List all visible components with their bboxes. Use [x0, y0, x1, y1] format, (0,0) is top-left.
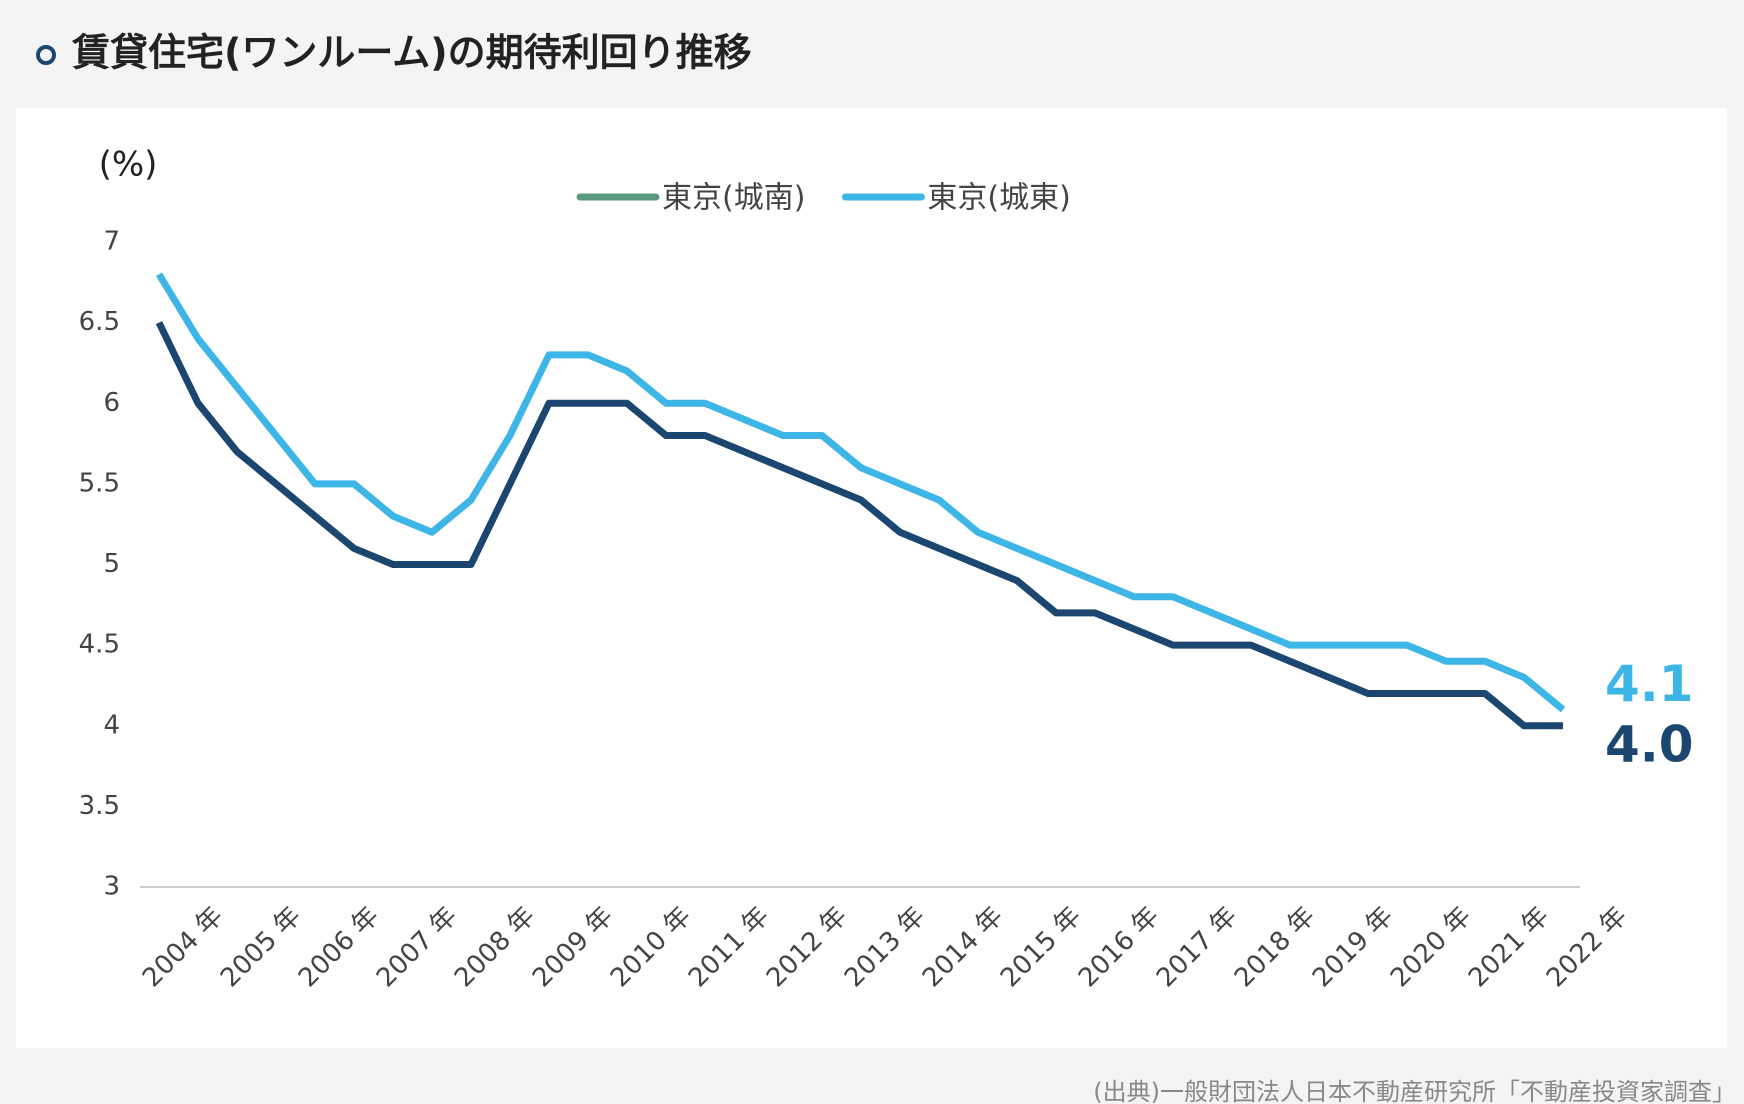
y-tick-label: 3.5	[79, 791, 120, 821]
title-bullet	[36, 45, 56, 65]
y-tick-label: 5	[103, 549, 120, 579]
end-label: 4.1	[1605, 655, 1694, 713]
end-label: 4.0	[1605, 715, 1694, 773]
y-tick-label: 7	[103, 227, 120, 257]
series-line	[155, 321, 1563, 730]
legend-label: 東京(城南)	[662, 181, 805, 216]
source-note: (出典)一般財団法人日本不動産研究所「不動産投資家調査」	[1093, 1078, 1736, 1104]
legend-label: 東京(城東)	[927, 181, 1070, 216]
y-axis-label: (%)	[99, 145, 158, 185]
y-tick-label: 4	[103, 710, 120, 740]
chart-title: 賃貸住宅(ワンルーム)の期待利回り推移	[71, 31, 752, 75]
y-tick-label: 5.5	[79, 468, 120, 498]
y-tick-label: 4.5	[79, 630, 120, 660]
chart-panel	[16, 108, 1727, 1048]
y-tick-label: 3	[103, 872, 120, 902]
series-line	[156, 272, 1566, 713]
y-tick-label: 6.5	[79, 307, 120, 337]
y-tick-label: 6	[103, 388, 120, 418]
